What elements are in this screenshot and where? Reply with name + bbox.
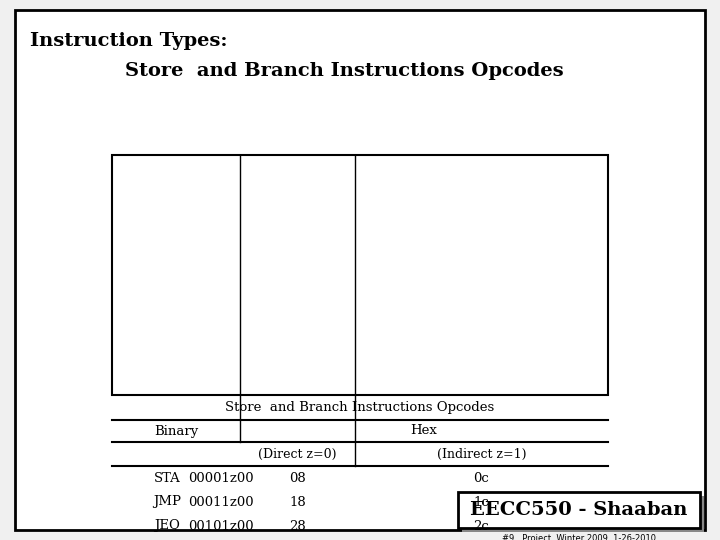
Text: 28: 28 (289, 519, 306, 532)
Text: JMP: JMP (153, 496, 181, 509)
Bar (462, 496, 704, 532)
Text: Hex: Hex (410, 424, 438, 437)
Bar (458, 492, 700, 528)
Text: (Direct z=0): (Direct z=0) (258, 448, 337, 461)
Text: EECC550 - Shaaban: EECC550 - Shaaban (470, 501, 688, 519)
Text: 2c: 2c (474, 519, 490, 532)
Text: 00011z00: 00011z00 (188, 496, 254, 509)
Text: 00001z00: 00001z00 (188, 471, 254, 484)
Text: JEQ: JEQ (154, 519, 180, 532)
Text: Store  and Branch Instructions Opcodes: Store and Branch Instructions Opcodes (225, 401, 495, 414)
Text: 08: 08 (289, 471, 306, 484)
Text: 0c: 0c (474, 471, 490, 484)
Text: 18: 18 (289, 496, 306, 509)
Bar (112, 155, 608, 395)
Text: STA: STA (153, 471, 181, 484)
Text: 1c: 1c (474, 496, 490, 509)
Text: 00101z00: 00101z00 (188, 519, 254, 532)
Text: Binary: Binary (154, 424, 198, 437)
Text: Instruction Types:: Instruction Types: (30, 32, 228, 50)
Text: (Indirect z=1): (Indirect z=1) (437, 448, 526, 461)
Text: #9   Project  Winter 2009  1-26-2010: #9 Project Winter 2009 1-26-2010 (502, 534, 656, 540)
Text: Store  and Branch Instructions Opcodes: Store and Branch Instructions Opcodes (125, 62, 564, 80)
